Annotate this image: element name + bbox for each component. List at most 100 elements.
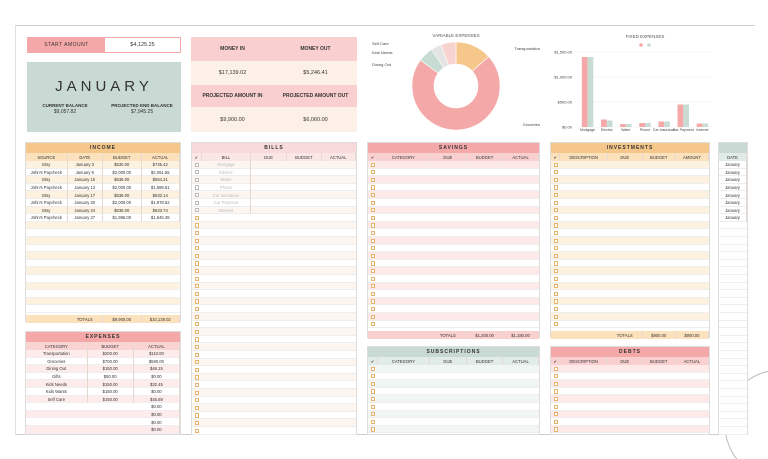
checkbox[interactable] xyxy=(194,223,200,228)
checkbox[interactable] xyxy=(194,337,200,342)
checkbox[interactable] xyxy=(194,299,200,304)
checkbox[interactable] xyxy=(553,238,558,243)
checkbox[interactable] xyxy=(553,276,558,281)
checkbox[interactable] xyxy=(370,381,376,387)
checkbox[interactable] xyxy=(370,253,376,259)
checkbox[interactable] xyxy=(370,170,376,175)
checkbox[interactable] xyxy=(194,215,200,221)
checkbox[interactable] xyxy=(553,162,558,167)
checkbox[interactable] xyxy=(194,268,200,274)
checkbox[interactable] xyxy=(194,329,200,335)
checkbox[interactable] xyxy=(370,192,376,198)
checkbox[interactable] xyxy=(194,428,200,433)
checkbox[interactable] xyxy=(553,381,558,387)
checkbox[interactable] xyxy=(194,185,200,190)
checkbox[interactable] xyxy=(553,268,558,274)
checkbox[interactable] xyxy=(553,427,558,432)
checkbox[interactable] xyxy=(553,261,558,266)
checkbox[interactable] xyxy=(370,306,376,312)
checkbox[interactable] xyxy=(370,419,376,425)
checkbox[interactable] xyxy=(370,276,376,281)
checkbox[interactable] xyxy=(553,322,558,327)
checkbox[interactable] xyxy=(194,192,200,198)
checkbox[interactable] xyxy=(194,382,200,388)
checkbox[interactable] xyxy=(370,427,376,432)
checkbox[interactable] xyxy=(194,413,200,418)
checkbox[interactable] xyxy=(370,185,376,190)
checkbox[interactable] xyxy=(194,162,200,167)
checkbox[interactable] xyxy=(194,246,200,251)
table-cell: $150.00 xyxy=(88,388,134,396)
checkbox[interactable] xyxy=(553,246,558,251)
checkbox[interactable] xyxy=(194,390,200,395)
checkbox[interactable] xyxy=(553,404,558,409)
checkbox[interactable] xyxy=(370,322,376,327)
checkbox[interactable] xyxy=(553,396,558,402)
checkbox[interactable] xyxy=(553,314,558,319)
checkbox[interactable] xyxy=(553,412,558,417)
checkbox[interactable] xyxy=(553,170,558,175)
checkbox[interactable] xyxy=(194,322,200,327)
checkbox[interactable] xyxy=(370,374,376,379)
checkbox[interactable] xyxy=(370,268,376,274)
checkbox[interactable] xyxy=(194,398,200,403)
checkbox[interactable] xyxy=(553,253,558,259)
checkbox[interactable] xyxy=(370,200,376,205)
checkbox[interactable] xyxy=(194,367,200,373)
checkbox[interactable] xyxy=(194,200,200,205)
checkbox[interactable] xyxy=(553,419,558,425)
checkbox[interactable] xyxy=(370,291,376,297)
checkbox[interactable] xyxy=(194,253,200,259)
checkbox[interactable] xyxy=(553,389,558,394)
checkbox[interactable] xyxy=(553,299,558,304)
checkbox[interactable] xyxy=(370,404,376,409)
checkbox[interactable] xyxy=(370,208,376,213)
checkbox[interactable] xyxy=(194,238,200,243)
checkbox[interactable] xyxy=(553,192,558,198)
checkbox[interactable] xyxy=(370,284,376,289)
checkbox[interactable] xyxy=(194,261,200,266)
checkbox[interactable] xyxy=(194,230,200,236)
checkbox[interactable] xyxy=(553,306,558,312)
checkbox[interactable] xyxy=(553,200,558,205)
checkbox[interactable] xyxy=(553,185,558,190)
checkbox[interactable] xyxy=(370,223,376,228)
checkbox[interactable] xyxy=(370,230,376,236)
checkbox[interactable] xyxy=(370,366,376,371)
checkbox[interactable] xyxy=(370,177,376,183)
checkbox[interactable] xyxy=(370,261,376,266)
checkbox[interactable] xyxy=(553,284,558,289)
checkbox[interactable] xyxy=(553,291,558,297)
checkbox[interactable] xyxy=(194,420,200,426)
checkbox[interactable] xyxy=(370,215,376,221)
checkbox[interactable] xyxy=(370,299,376,304)
table-row xyxy=(368,168,539,177)
checkbox[interactable] xyxy=(370,238,376,243)
checkbox[interactable] xyxy=(553,374,558,379)
checkbox[interactable] xyxy=(194,177,200,183)
checkbox[interactable] xyxy=(194,352,200,357)
checkbox[interactable] xyxy=(194,360,200,365)
checkbox[interactable] xyxy=(553,215,558,221)
checkbox[interactable] xyxy=(194,314,200,319)
checkbox[interactable] xyxy=(194,344,200,350)
checkbox[interactable] xyxy=(370,162,376,167)
checkbox[interactable] xyxy=(370,389,376,394)
checkbox[interactable] xyxy=(194,291,200,297)
checkbox[interactable] xyxy=(194,375,200,380)
checkbox[interactable] xyxy=(194,170,200,175)
checkbox[interactable] xyxy=(553,230,558,236)
checkbox[interactable] xyxy=(194,405,200,411)
checkbox[interactable] xyxy=(553,177,558,183)
checkbox[interactable] xyxy=(370,314,376,319)
checkbox[interactable] xyxy=(194,276,200,281)
checkbox[interactable] xyxy=(194,208,200,213)
checkbox[interactable] xyxy=(370,396,376,402)
checkbox[interactable] xyxy=(553,366,558,371)
checkbox[interactable] xyxy=(194,306,200,312)
checkbox[interactable] xyxy=(553,208,558,213)
checkbox[interactable] xyxy=(370,412,376,417)
checkbox[interactable] xyxy=(194,284,200,289)
checkbox[interactable] xyxy=(553,223,558,228)
checkbox[interactable] xyxy=(370,246,376,251)
